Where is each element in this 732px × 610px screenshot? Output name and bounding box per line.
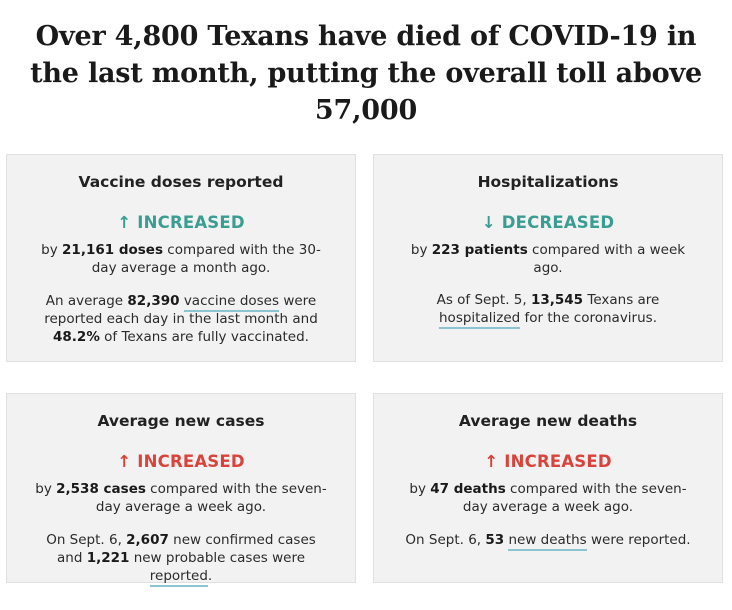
status-label: INCREASED <box>137 213 245 232</box>
status-label: INCREASED <box>504 452 612 471</box>
vaccine-doses-card: Vaccine doses reported ↑ INCREASED by 21,… <box>6 154 356 362</box>
hospitalized-link[interactable]: hospitalized <box>439 310 521 329</box>
status-label: INCREASED <box>137 452 245 471</box>
hospitalizations-card: Hospitalizations ↓ DECREASED by 223 patie… <box>373 154 723 362</box>
status-indicator: ↑ INCREASED <box>7 452 355 471</box>
status-indicator: ↓ DECREASED <box>374 213 722 232</box>
change-detail: by 223 patients compared with a week ago… <box>410 242 686 276</box>
context-note: As of Sept. 5, 13,545 Texans are hospita… <box>404 291 692 329</box>
arrow-up-icon: ↑ <box>117 213 132 232</box>
card-title: Vaccine doses reported <box>78 173 284 191</box>
status-label: DECREASED <box>501 213 615 232</box>
new-deaths-link[interactable]: new deaths <box>508 532 587 551</box>
change-detail: by 2,538 cases compared with the seven-d… <box>35 481 327 515</box>
arrow-up-icon: ↑ <box>117 452 132 471</box>
card-title: Hospitalizations <box>477 173 619 191</box>
change-detail: by 21,161 doses compared with the 30-day… <box>41 242 321 276</box>
context-note: On Sept. 6, 53 new deaths were reported. <box>392 531 704 551</box>
new-deaths-card: Average new deaths ↑ INCREASED by 47 deat… <box>373 393 723 583</box>
page-headline: Over 4,800 Texans have died of COVID-19 … <box>30 21 702 126</box>
new-cases-card: Average new cases ↑ INCREASED by 2,538 ca… <box>6 393 356 587</box>
arrow-up-icon: ↑ <box>484 452 499 471</box>
reported-link[interactable]: reported <box>149 568 208 587</box>
context-note: An average 82,390 vaccine doses were rep… <box>44 293 318 345</box>
arrow-down-icon: ↓ <box>481 213 496 232</box>
card-title: Average new deaths <box>458 412 638 430</box>
context-note: On Sept. 6, 2,607 new confirmed cases an… <box>37 531 325 587</box>
vaccine-doses-link[interactable]: vaccine doses <box>183 293 280 312</box>
status-indicator: ↑ INCREASED <box>374 452 722 471</box>
change-detail: by 47 deaths compared with the seven-day… <box>409 481 687 515</box>
card-title: Average new cases <box>97 412 265 430</box>
status-indicator: ↑ INCREASED <box>7 213 355 232</box>
